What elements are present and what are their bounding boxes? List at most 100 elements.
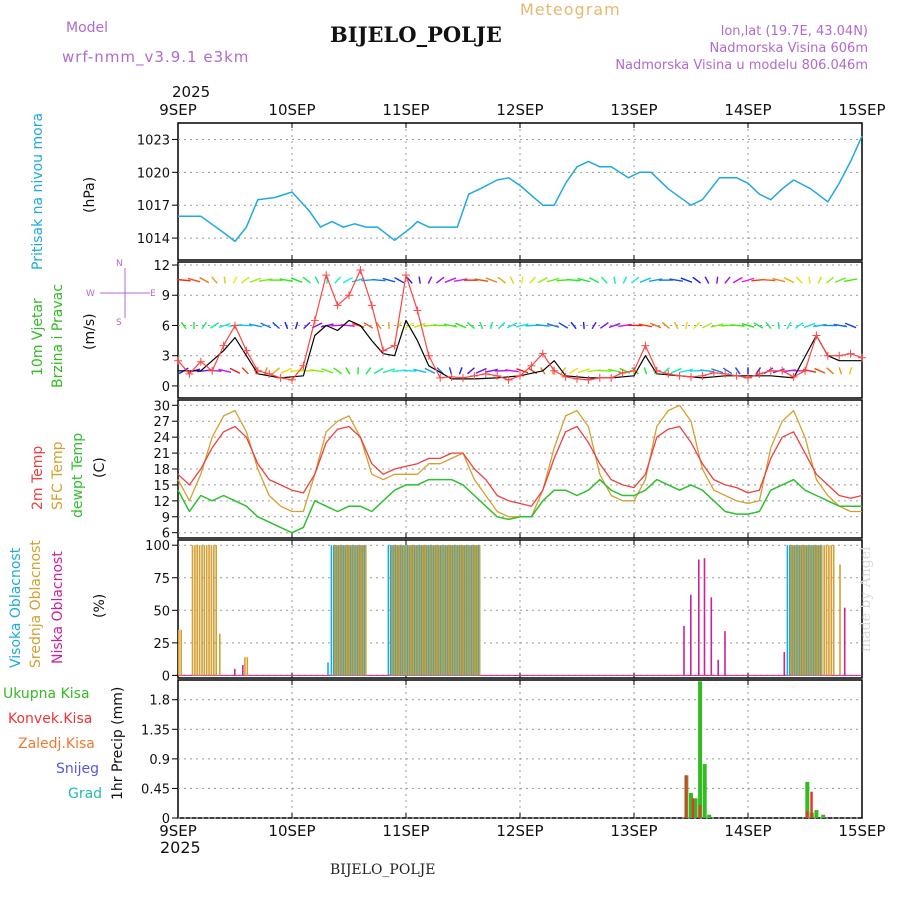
wind-arrow xyxy=(710,323,724,328)
compass-n: N xyxy=(116,259,123,269)
wind-arrow xyxy=(382,368,396,374)
compass-e: E xyxy=(150,289,156,299)
cloud-high-bar xyxy=(819,545,822,676)
cloud-mid-bar xyxy=(457,545,460,676)
precip-ytick-label: 0.45 xyxy=(141,782,170,797)
temp-ytick-label: 24 xyxy=(153,431,170,446)
wind-arrow xyxy=(546,277,560,283)
cloud-mid-bar xyxy=(334,545,336,676)
cloud-high-bar xyxy=(437,545,439,676)
cloud-mid-bar xyxy=(804,545,806,676)
bottom-year: 2025 xyxy=(160,838,201,857)
wind-gust-marker xyxy=(413,306,422,315)
wind-arrow xyxy=(741,277,755,283)
cloud-high-bar xyxy=(408,545,411,676)
cloud-mid-bar xyxy=(433,545,436,676)
lonlat-info: lon,lat (19.7E, 43.04N) xyxy=(720,24,868,39)
pressure-ylabel: (hPa) xyxy=(82,176,98,213)
wind-arrow xyxy=(670,367,682,374)
cloud-high-bar xyxy=(439,545,442,676)
precip-conv-bar xyxy=(684,775,688,818)
bottom-day-label: 11SEP xyxy=(382,822,429,840)
cloud-high-bar xyxy=(796,545,798,676)
wind-arrow xyxy=(795,276,803,284)
wind-gust-marker xyxy=(299,361,308,370)
cloud-high-bar xyxy=(461,545,463,676)
wind-gust-marker xyxy=(812,331,821,340)
wind-arrow xyxy=(558,322,569,329)
wind-arrow xyxy=(568,367,579,375)
wind-arrow xyxy=(732,276,743,284)
wind-gust-marker xyxy=(550,366,559,375)
cloud-high-bar xyxy=(807,545,810,676)
wind-gust-marker xyxy=(573,374,581,383)
wind-gust-marker xyxy=(584,375,593,384)
cloud-high-bar xyxy=(394,545,397,676)
wind-gust-marker xyxy=(789,372,798,381)
wind-gust-marker xyxy=(333,301,342,310)
wind-gust-marker xyxy=(310,316,319,325)
wind-arrow xyxy=(418,276,421,284)
cloud-mid-bar xyxy=(818,545,821,676)
wind-arrow xyxy=(509,276,515,284)
wind-arrow xyxy=(843,278,858,283)
wind-arrow xyxy=(643,367,648,375)
wind-arrow xyxy=(294,321,299,330)
wind-arrow xyxy=(303,321,311,330)
wind-arrow xyxy=(485,277,498,283)
cloud-high-bar xyxy=(349,545,352,676)
cloud-high-bar xyxy=(444,545,447,676)
cloud-mid-bar xyxy=(244,657,246,676)
cloud-low-bar xyxy=(703,558,706,676)
wind-ytick-label: 6 xyxy=(162,319,170,334)
wind-arrow xyxy=(630,276,640,284)
wind-arrow xyxy=(516,368,529,374)
dew-title: dewpt Temp xyxy=(70,432,86,518)
cloud-high-bar xyxy=(344,545,347,676)
cloud-mid-bar xyxy=(450,545,453,676)
precip-total-bar xyxy=(805,781,810,818)
cloud-high-bar xyxy=(340,545,342,676)
wind-arrow xyxy=(783,277,795,284)
precip-conv-bar xyxy=(810,791,813,818)
precip-total-bar xyxy=(821,814,826,818)
cloud-mid-bar xyxy=(471,545,474,676)
bottom-day-label: 12SEP xyxy=(496,822,543,840)
wind-arrow xyxy=(734,367,741,375)
wind-arrow xyxy=(345,367,351,375)
cloud-mid-bar xyxy=(792,545,795,676)
wind-arrow xyxy=(753,322,764,329)
wind-gust-marker xyxy=(174,356,182,365)
wind-arrow xyxy=(474,278,488,282)
precip-label-snow: Snijeg xyxy=(56,761,100,777)
temp-ytick-label: 30 xyxy=(153,399,170,414)
wind-arrow xyxy=(209,322,220,329)
wind-arrow xyxy=(453,278,468,282)
cloud-mid-bar xyxy=(802,545,804,676)
cloud-mid-bar xyxy=(410,545,412,676)
wind-gust-marker xyxy=(231,321,239,330)
wind-gust-marker xyxy=(402,271,410,280)
temp-ytick-label: 21 xyxy=(153,447,170,462)
wind-gust-marker xyxy=(561,372,570,381)
cloud-mid-bar xyxy=(355,545,358,676)
cloud-mid-bar xyxy=(452,545,455,676)
wind-gust-marker xyxy=(504,375,513,384)
cloud-high-bar xyxy=(463,545,466,676)
wind-arrow xyxy=(848,367,853,375)
wind-ytick-label: 9 xyxy=(162,289,170,304)
cloud-mid-bar xyxy=(419,545,422,676)
temp-ytick-label: 15 xyxy=(153,479,170,494)
wind-arrow xyxy=(466,321,475,330)
cloud-ytick-label: 25 xyxy=(153,637,170,652)
precip-ytick-label: 0 xyxy=(162,812,170,827)
cloud-high-bar xyxy=(342,545,345,676)
wind-arrow xyxy=(467,367,475,375)
cloud-ylabel: (%) xyxy=(92,593,108,618)
cloud-high-bar xyxy=(475,545,477,676)
wind-ytick-label: 3 xyxy=(162,350,170,365)
precip-total-bar xyxy=(707,814,712,818)
cloud-mid-bar xyxy=(839,564,841,676)
wind-arrow xyxy=(599,322,609,329)
cloud-mid-bar xyxy=(353,545,355,676)
